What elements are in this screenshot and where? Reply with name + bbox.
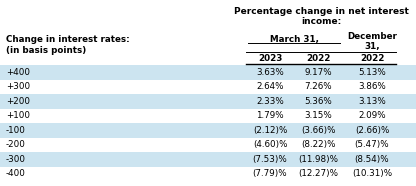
Text: 3.13%: 3.13% [358, 97, 386, 106]
Text: 31,: 31, [364, 42, 380, 51]
Text: -200: -200 [6, 140, 26, 149]
Text: 9.17%: 9.17% [304, 68, 332, 77]
Text: 2.09%: 2.09% [358, 111, 386, 120]
Text: 7.26%: 7.26% [304, 82, 332, 91]
Text: 2.64%: 2.64% [256, 82, 284, 91]
Text: 2022: 2022 [306, 54, 330, 63]
Text: (11.98)%: (11.98)% [298, 155, 338, 164]
Text: +100: +100 [6, 111, 30, 120]
Text: (10.31)%: (10.31)% [352, 169, 392, 178]
Text: 5.13%: 5.13% [358, 68, 386, 77]
Text: -300: -300 [6, 155, 26, 164]
Text: Change in interest rates:: Change in interest rates: [6, 35, 130, 44]
Text: 3.86%: 3.86% [358, 82, 386, 91]
Bar [0, 94, 416, 108]
Text: (2.66)%: (2.66)% [355, 126, 389, 135]
Text: (7.53)%: (7.53)% [253, 155, 287, 164]
Text: (3.66)%: (3.66)% [301, 126, 335, 135]
Text: 2023: 2023 [258, 54, 282, 63]
Text: Percentage change in net interest: Percentage change in net interest [233, 7, 409, 16]
Text: (4.60)%: (4.60)% [253, 140, 287, 149]
Text: 3.15%: 3.15% [304, 111, 332, 120]
Bar [0, 65, 416, 79]
Text: +300: +300 [6, 82, 30, 91]
Text: 5.36%: 5.36% [304, 97, 332, 106]
Text: (2.12)%: (2.12)% [253, 126, 287, 135]
Bar [0, 123, 416, 137]
Text: -400: -400 [6, 169, 26, 178]
Text: (8.54)%: (8.54)% [355, 155, 389, 164]
Text: (5.47)%: (5.47)% [355, 140, 389, 149]
Text: +400: +400 [6, 68, 30, 77]
Text: March 31,: March 31, [270, 35, 319, 44]
Text: (in basis points): (in basis points) [6, 46, 86, 55]
Text: (7.79)%: (7.79)% [253, 169, 287, 178]
Text: 2022: 2022 [360, 54, 384, 63]
Text: income:: income: [301, 17, 341, 26]
Text: -100: -100 [6, 126, 26, 135]
Text: 2.33%: 2.33% [256, 97, 284, 106]
Text: +200: +200 [6, 97, 30, 106]
Text: December: December [347, 32, 397, 41]
Text: (8.22)%: (8.22)% [301, 140, 335, 149]
Text: (12.27)%: (12.27)% [298, 169, 338, 178]
Bar [0, 152, 416, 166]
Text: 1.79%: 1.79% [256, 111, 284, 120]
Text: 3.63%: 3.63% [256, 68, 284, 77]
